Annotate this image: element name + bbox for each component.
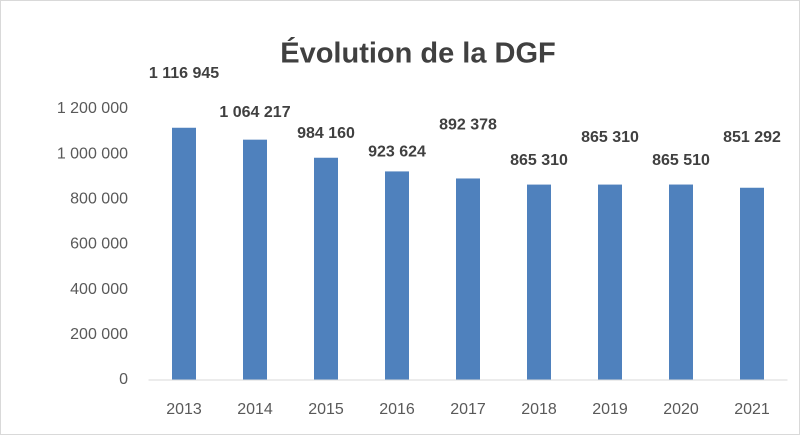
- data-label: 1 064 217: [219, 104, 290, 121]
- data-label: 1 116 945: [149, 65, 219, 82]
- y-tick-label: 400 000: [70, 281, 128, 298]
- y-tick-label: 1 000 000: [57, 145, 128, 162]
- bar: [385, 171, 409, 380]
- x-tick-label: 2013: [166, 401, 202, 418]
- y-tick-label: 1 200 000: [57, 100, 128, 117]
- x-tick-label: 2019: [592, 401, 628, 418]
- y-tick-label: 200 000: [70, 326, 128, 343]
- data-label: 923 624: [368, 144, 426, 161]
- bar: [456, 178, 480, 380]
- data-label: 851 292: [723, 129, 781, 146]
- x-tick-label: 2021: [734, 401, 770, 418]
- data-label: 865 310: [510, 152, 568, 169]
- data-label: 865 310: [581, 129, 639, 146]
- x-tick-label: 2016: [379, 401, 415, 418]
- bar: [740, 187, 764, 380]
- bar: [314, 157, 338, 380]
- data-label: 892 378: [439, 117, 497, 134]
- x-tick-label: 2020: [663, 401, 699, 418]
- x-tick-label: 2017: [450, 401, 486, 418]
- chart-title: Évolution de la DGF: [280, 36, 556, 70]
- bar: [172, 127, 196, 380]
- y-tick-label: 600 000: [70, 236, 128, 253]
- data-label: 984 160: [297, 125, 355, 142]
- x-tick-label: 2015: [308, 401, 344, 418]
- y-tick-label: 0: [119, 371, 128, 388]
- y-tick-label: 800 000: [70, 191, 128, 208]
- bar: [598, 184, 622, 380]
- x-tick-label: 2018: [521, 401, 557, 418]
- bar: [243, 139, 267, 380]
- bar: [669, 184, 693, 380]
- data-label: 865 510: [652, 152, 710, 169]
- bar: [527, 184, 551, 380]
- x-tick-label: 2014: [237, 401, 273, 418]
